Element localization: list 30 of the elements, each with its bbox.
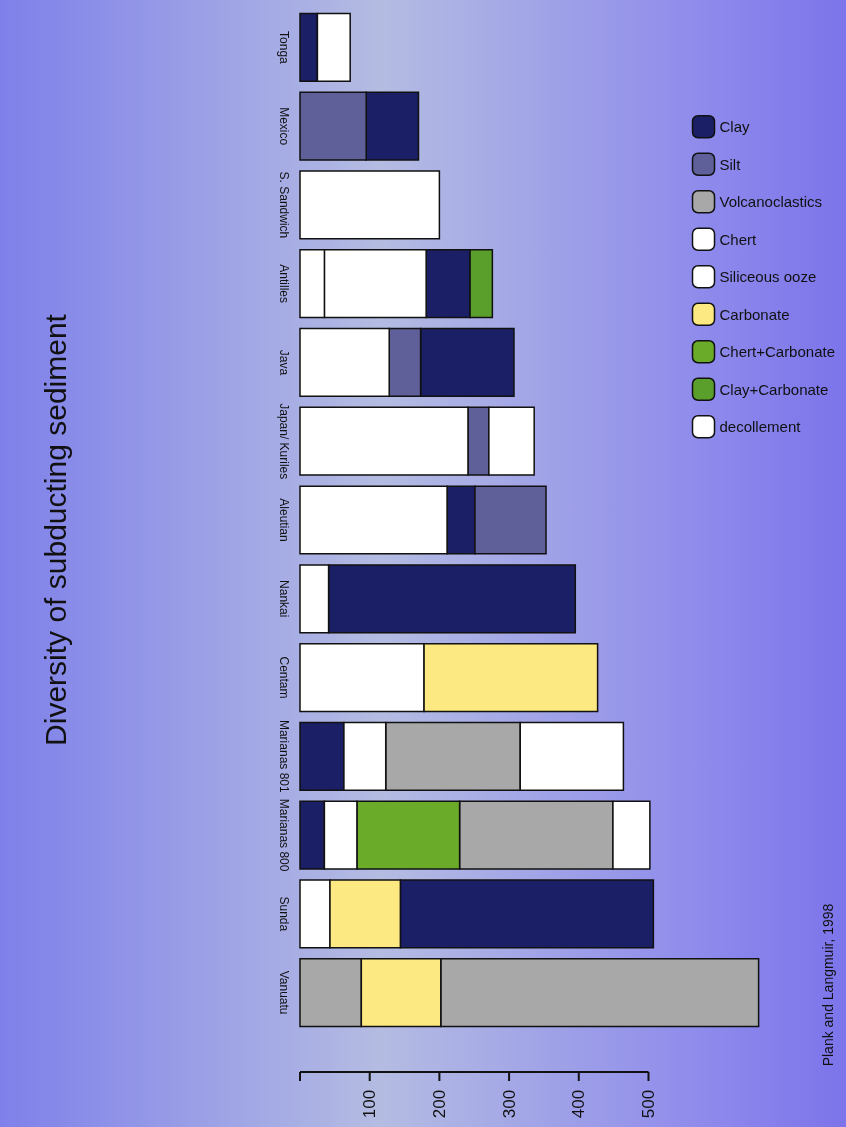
legend-label: Chert <box>719 230 758 248</box>
y-tick-label: Japan/ Kuriles <box>277 403 291 480</box>
y-tick-label: Marianas 801 <box>277 719 291 793</box>
y-tick-label: Sunda <box>277 896 291 932</box>
x-tick-label: 500 <box>638 1089 658 1119</box>
y-tick-label: Tonga <box>277 31 291 65</box>
y-tick-label: Centam <box>277 656 291 699</box>
y-tick-label: Java <box>277 349 291 376</box>
legend-label: Chert+Carbonate <box>719 343 836 361</box>
x-tick-label: 100 <box>360 1089 380 1119</box>
text: Plank and Langmuir, 1998 <box>820 903 836 1067</box>
x-tick-label: 200 <box>429 1089 449 1119</box>
legend-label: Volcanoclastics <box>719 193 823 211</box>
y-tick-label: Antilles <box>277 264 291 304</box>
y-tick-label: Marianas 800 <box>277 798 291 872</box>
y-tick-label: Mexico <box>277 107 291 146</box>
legend-label: Siliceous ooze <box>719 268 817 286</box>
y-tick-label: S. Sandwich <box>277 171 291 239</box>
legend-label: Clay+Carbonate <box>719 380 829 398</box>
text: Diversity of subducting sediment <box>38 313 72 746</box>
legend-label: Carbonate <box>719 305 790 323</box>
legend-label: decollement <box>719 418 802 436</box>
y-tick-label: Nankai <box>277 580 291 618</box>
y-tick-label: Aleutian <box>277 498 291 542</box>
y-tick-label: Vanuatu <box>277 970 291 1015</box>
legend-label: Silt <box>719 155 742 173</box>
legend-label: Clay <box>719 118 751 136</box>
x-tick-label: 400 <box>569 1089 589 1119</box>
x-tick-label: 300 <box>499 1089 519 1119</box>
bar <box>299 170 441 240</box>
